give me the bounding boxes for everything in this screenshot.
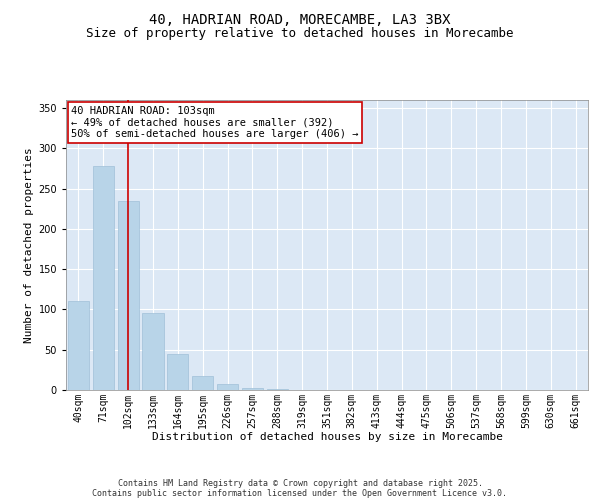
Text: 40, HADRIAN ROAD, MORECAMBE, LA3 3BX: 40, HADRIAN ROAD, MORECAMBE, LA3 3BX (149, 12, 451, 26)
Bar (242, 388, 263, 390)
Bar (118, 200, 139, 390)
Bar (167, 354, 188, 390)
Bar (68, 302, 89, 390)
X-axis label: Distribution of detached houses by size in Morecambe: Distribution of detached houses by size … (151, 432, 503, 442)
Text: Contains HM Land Registry data © Crown copyright and database right 2025.: Contains HM Land Registry data © Crown c… (118, 478, 482, 488)
Bar (217, 384, 238, 390)
Bar (267, 389, 288, 390)
Text: Size of property relative to detached houses in Morecambe: Size of property relative to detached ho… (86, 28, 514, 40)
Y-axis label: Number of detached properties: Number of detached properties (24, 147, 34, 343)
Bar (93, 166, 114, 390)
Text: Contains public sector information licensed under the Open Government Licence v3: Contains public sector information licen… (92, 488, 508, 498)
Text: 40 HADRIAN ROAD: 103sqm
← 49% of detached houses are smaller (392)
50% of semi-d: 40 HADRIAN ROAD: 103sqm ← 49% of detache… (71, 106, 359, 139)
Bar (142, 314, 164, 390)
Bar (192, 376, 213, 390)
